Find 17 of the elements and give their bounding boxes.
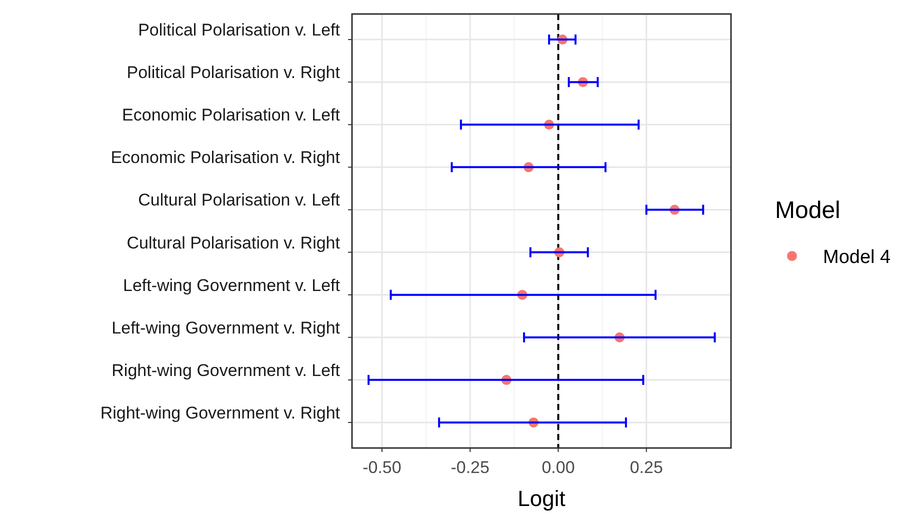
y-tick-label: Left-wing Government v. Left [122, 276, 340, 295]
y-tick-label: Cultural Polarisation v. Right [126, 233, 340, 252]
x-axis-title: Logit [518, 486, 566, 511]
y-tick-label: Economic Polarisation v. Right [110, 148, 340, 168]
x-tick-label: 0.00 [542, 458, 575, 477]
y-tick-label: Right-wing Government v. Left [112, 360, 340, 380]
legend-title: Model [775, 197, 840, 224]
y-tick-label: Cultural Polarisation v. Left [138, 190, 340, 210]
x-tick-label: -0.25 [450, 458, 490, 477]
legend-label: Model 4 [823, 247, 892, 268]
y-tick-label: Political Polarisation v. Right [126, 63, 340, 82]
x-tick-label: 0.25 [630, 458, 663, 477]
y-tick-label: Economic Polarisation v. Left [122, 106, 340, 125]
y-tick-label: Political Polarisation v. Left [138, 20, 340, 40]
y-tick-label: Right-wing Government v. Right [100, 403, 340, 422]
x-tick-label: -0.50 [362, 458, 402, 477]
y-tick-label: Left-wing Government v. Right [112, 318, 340, 338]
